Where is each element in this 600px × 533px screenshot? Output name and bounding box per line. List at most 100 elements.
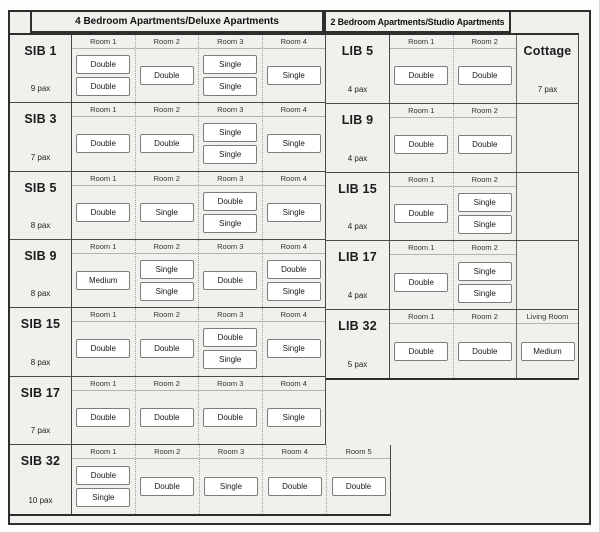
bed-box: Single — [457, 192, 512, 212]
room-label: Room 3 — [199, 240, 262, 254]
room-label: Room 1 — [72, 103, 135, 118]
room-cell: Room 2 Double — [452, 35, 517, 103]
empty-cell — [516, 172, 578, 241]
bed-area: Double — [136, 322, 199, 375]
bed-area: Single Single — [454, 255, 517, 309]
cottage-name: Cottage — [523, 44, 572, 58]
unit-row-sib-5: SIB 5 8 pax Room 1 Double Room 2 Single — [10, 171, 326, 240]
room-cell: Room 4 Double — [262, 445, 327, 514]
bed-box: Double — [76, 407, 131, 427]
room-label: Room 4 — [262, 377, 325, 391]
room-cell: Room 4 Single — [261, 376, 325, 444]
unit-cell: SIB 17 7 pax — [10, 376, 72, 444]
unit-pax: 10 pax — [28, 496, 53, 505]
room-cell: Room 1 Double Single — [72, 445, 135, 514]
bed-area: Double — [199, 254, 262, 307]
unit-row-lib-32: LIB 32 5 pax Room 1 Double Room 2 Double — [326, 310, 578, 380]
room-cell: Room 2 Double — [134, 445, 199, 514]
room-label: Room 1 — [390, 241, 453, 256]
right-table: LIB 5 4 pax Room 1 Double Room 2 Double — [326, 33, 579, 380]
unit-pax: 8 pax — [30, 289, 51, 299]
room-cell: Room 2 Single Single — [452, 241, 517, 310]
bed-area: Double — [72, 117, 135, 170]
bed-area: Medium — [517, 324, 578, 378]
bed-box: Single — [266, 282, 321, 302]
bed-box: Single — [139, 282, 194, 302]
unit-row-sib-1: SIB 1 9 pax Room 1 Double Double Room 2 … — [10, 35, 325, 104]
bed-box: Double — [457, 135, 512, 155]
room-label: Room 5 — [327, 445, 390, 459]
bed-area: Single — [263, 186, 326, 239]
room-label: Room 4 — [262, 172, 325, 186]
unit-row-lib-17: LIB 17 4 pax Room 1 Double Room 2 Single… — [326, 241, 578, 311]
room-label: Room 1 — [390, 310, 453, 325]
bed-area: Single Single — [454, 187, 517, 241]
room-cell: Room 3 Double Single — [198, 171, 262, 239]
bed-box: Single — [266, 202, 321, 222]
bed-box: Double — [203, 191, 258, 211]
unit-name: SIB 32 — [20, 454, 61, 468]
bed-area: Single — [200, 459, 263, 514]
room-label: Room 1 — [72, 240, 135, 254]
bed-box: Double — [76, 77, 131, 97]
bed-box: Single — [457, 214, 512, 234]
bed-box: Single — [139, 260, 194, 280]
room-cell: Room 1 Double — [72, 103, 135, 170]
unit-pax: 9 pax — [30, 84, 51, 94]
unit-cell: LIB 5 4 pax — [326, 35, 390, 103]
room-label: Room 1 — [72, 445, 135, 459]
bed-area: Double — [136, 117, 199, 170]
bed-box: Double — [139, 339, 194, 359]
room-cell: Room 1 Double — [390, 241, 453, 309]
bed-box: Double — [203, 328, 258, 348]
room-cell: Room 2 Single Single — [134, 239, 198, 308]
unit-row-sib-32: SIB 32 10 pax Room 1 Double Single Room … — [10, 445, 391, 516]
unit-name: SIB 1 — [24, 44, 57, 58]
room-cell: Room 4 Single — [261, 308, 325, 376]
cottage-cell: Cottage 7 pax — [516, 35, 578, 103]
bed-area: Double Single — [72, 459, 135, 514]
room-cell: Room 3 Single Single — [198, 35, 262, 103]
room-cell: Room 4 Double Single — [261, 239, 325, 308]
bed-box: Double — [267, 477, 322, 496]
unit-row-lib-15: LIB 15 4 pax Room 1 Double Room 2 Single… — [326, 172, 578, 242]
room-label: Room 4 — [262, 103, 325, 118]
room-label: Room 2 — [453, 104, 516, 118]
bed-box: Single — [203, 213, 258, 233]
room-label: Room 1 — [72, 308, 135, 323]
room-cell: Room 1 Double — [72, 172, 135, 239]
room-cell: Room 3 Single Single — [198, 103, 262, 171]
room-label: Room 2 — [135, 240, 198, 254]
bed-box: Double — [394, 135, 449, 155]
bed-box: Double — [139, 66, 194, 86]
bed-box: Double — [76, 466, 131, 485]
room-label: Room 2 — [453, 35, 516, 49]
room-label: Room 3 — [199, 103, 262, 118]
room-cell: Room 4 Single — [261, 171, 326, 239]
bed-area: Double — [454, 49, 517, 103]
unit-pax: 4 pax — [347, 153, 368, 163]
cottage-pax: 7 pax — [537, 84, 558, 94]
unit-name: SIB 5 — [24, 180, 57, 195]
room-cell: Room 1 Double — [390, 35, 453, 103]
bed-box: Single — [457, 283, 512, 303]
bed-area: Double — [390, 324, 453, 378]
unit-cell: SIB 15 8 pax — [10, 308, 72, 376]
room-label: Room 3 — [199, 35, 262, 49]
empty-cell — [516, 241, 578, 310]
bed-area: Double — [136, 459, 199, 514]
room-cell: Room 4 Single — [261, 103, 325, 171]
room-label: Room 2 — [135, 103, 198, 118]
room-label: Room 3 — [199, 445, 263, 459]
room-label: Room 1 — [72, 377, 135, 391]
unit-name: LIB 9 — [341, 112, 374, 127]
unit-cell: SIB 5 8 pax — [10, 171, 72, 239]
unit-pax: 4 pax — [347, 84, 368, 94]
room-cell: Room 3 Double Single — [198, 308, 262, 376]
room-cell: Room 1 Double — [72, 377, 135, 444]
room-label: Room 4 — [262, 308, 325, 323]
room-cell: Room 1 Double Double — [72, 35, 135, 102]
room-cell: Room 2 Double — [452, 310, 516, 378]
unit-pax: 8 pax — [30, 357, 51, 367]
bed-box: Double — [76, 55, 131, 75]
